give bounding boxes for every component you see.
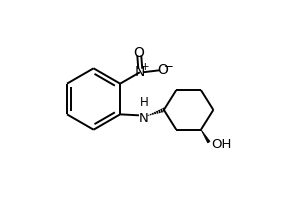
Text: +: + xyxy=(141,62,150,72)
Text: N: N xyxy=(135,65,145,79)
Text: N: N xyxy=(139,112,149,125)
Text: O: O xyxy=(134,47,144,60)
Text: −: − xyxy=(164,60,173,73)
Text: H: H xyxy=(140,96,148,109)
Text: O: O xyxy=(157,63,168,77)
Polygon shape xyxy=(201,130,210,143)
Text: OH: OH xyxy=(211,138,232,151)
